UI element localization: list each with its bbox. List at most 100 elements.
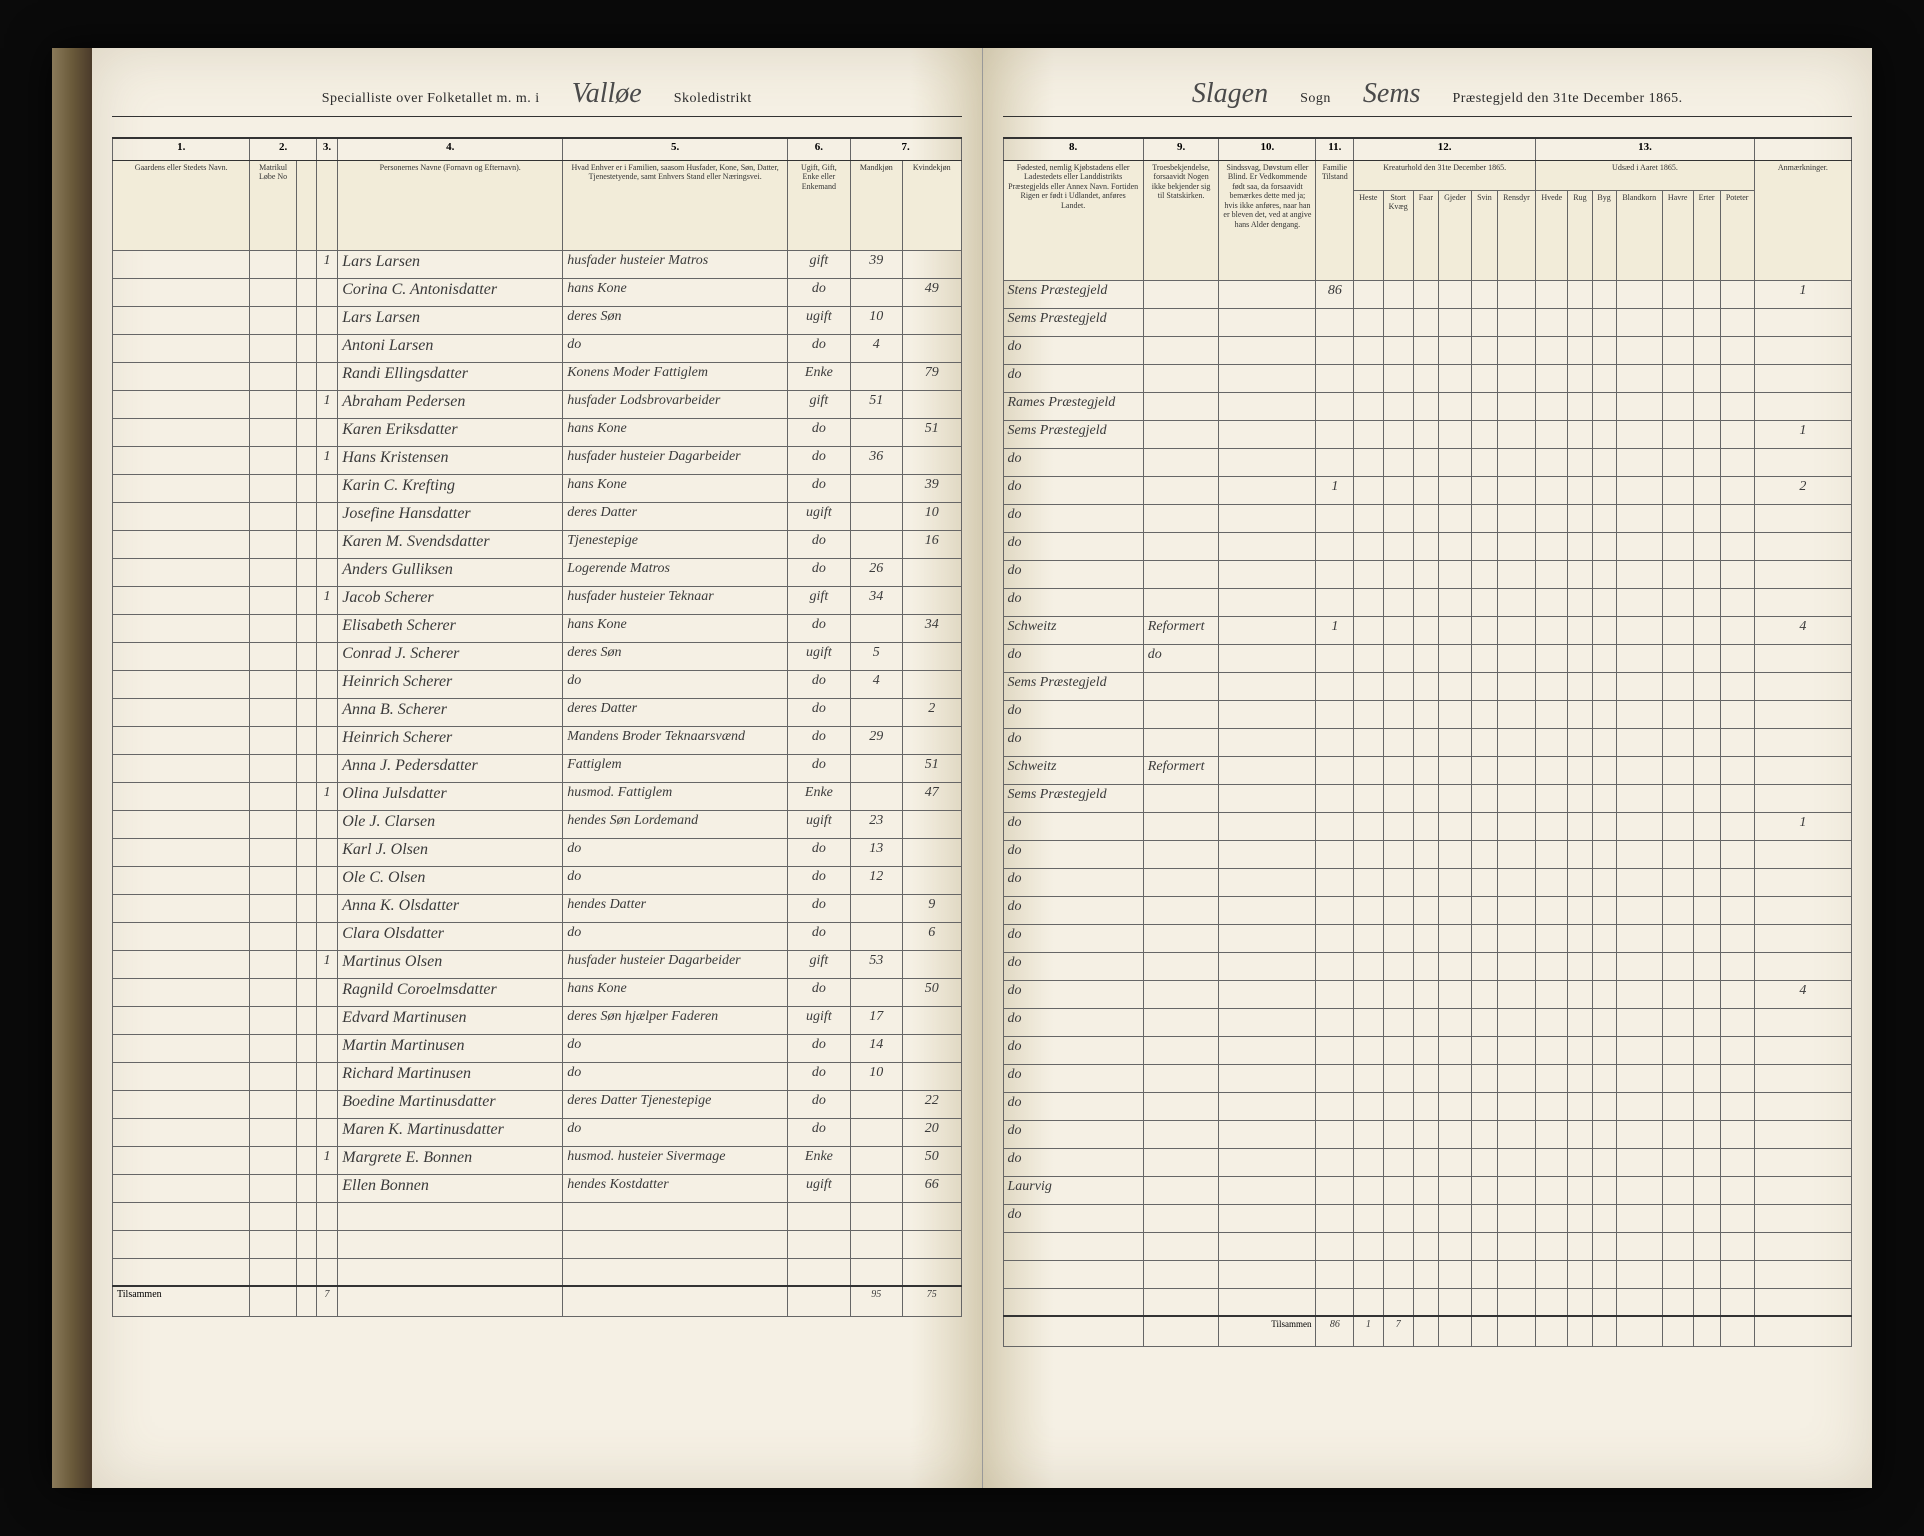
table-row: Martin Martinusendodo14	[113, 1034, 962, 1062]
table-row: Edvard Martinusenderes Søn hjælper Fader…	[113, 1006, 962, 1034]
table-row: Maren K. Martinusdatterdodo20	[113, 1118, 962, 1146]
table-row: do	[1003, 1092, 1852, 1120]
table-row: do	[1003, 1036, 1852, 1064]
table-row: do	[1003, 336, 1852, 364]
table-row: Corina C. Antonisdatterhans Konedo49	[113, 278, 962, 306]
table-row: Ole J. Clarsenhendes Søn Lordemandugift2…	[113, 810, 962, 838]
table-row: do	[1003, 924, 1852, 952]
table-row: Anders GulliksenLogerende Matrosdo26	[113, 558, 962, 586]
label-c3	[316, 160, 338, 250]
table-row: SchweitzReformert	[1003, 756, 1852, 784]
table-row: 1Jacob Schererhusfader husteier Teknaarg…	[113, 586, 962, 614]
table-row: do1	[1003, 812, 1852, 840]
table-row: Karin C. Kreftinghans Konedo39	[113, 474, 962, 502]
column-label-row-right: Fødested, nemlig Kjøbstadens eller Lades…	[1003, 160, 1852, 190]
table-row: Elisabeth Schererhans Konedo34	[113, 614, 962, 642]
label-c9: Troesbekjendelse, forsaavidt Nogen ikke …	[1143, 160, 1219, 280]
col-1: 1.	[113, 138, 250, 160]
col-4: 4.	[338, 138, 563, 160]
label-c7m: Mandkjøn	[850, 160, 902, 250]
table-row: do	[1003, 1120, 1852, 1148]
table-row: Stens Præstegjeld861	[1003, 280, 1852, 308]
label-c10: Sindssvag, Døvstum eller Blind. Er Vedko…	[1219, 160, 1316, 280]
table-row: Ragnild Coroelmsdatterhans Konedo50	[113, 978, 962, 1006]
table-row: do	[1003, 1148, 1852, 1176]
col-7: 7.	[850, 138, 961, 160]
table-row: Ellen Bonnenhendes Kostdatterugift66	[113, 1174, 962, 1202]
table-row: Anna B. Schererderes Datterdo2	[113, 698, 962, 726]
right-footer-row: Tilsammen 86 1 7	[1003, 1316, 1852, 1346]
col-6: 6.	[788, 138, 850, 160]
table-row: 1Margrete E. Bonnenhusmod. husteier Sive…	[113, 1146, 962, 1174]
header-sogn: Sogn	[1300, 91, 1331, 107]
table-row: do	[1003, 504, 1852, 532]
table-row: do	[1003, 840, 1852, 868]
header-date: Præstegjeld den 31te December 1865.	[1452, 91, 1682, 107]
table-row: do	[1003, 588, 1852, 616]
label-c12: Kreaturhold den 31te December 1865.	[1354, 160, 1536, 190]
label-c5: Hvad Enhver er i Familien, saasom Husfad…	[563, 160, 788, 250]
table-row: do12	[1003, 476, 1852, 504]
table-row: SchweitzReformert14	[1003, 616, 1852, 644]
table-row: Heinrich SchererMandens Broder Teknaarsv…	[113, 726, 962, 754]
col-8: 8.	[1003, 138, 1143, 160]
table-row: do	[1003, 532, 1852, 560]
blank-row	[113, 1230, 962, 1258]
right-page: Slagen Sogn Sems Præstegjeld den 31te De…	[983, 48, 1873, 1488]
table-row: Sems Præstegjeld	[1003, 308, 1852, 336]
left-footer-row: Tilsammen 7 95 75	[113, 1286, 962, 1316]
table-row: do	[1003, 1204, 1852, 1232]
table-row: Boedine Martinusdatterderes Datter Tjene…	[113, 1090, 962, 1118]
table-row: do	[1003, 700, 1852, 728]
blank-row	[1003, 1232, 1852, 1260]
table-row: Karen M. SvendsdatterTjenestepigedo16	[113, 530, 962, 558]
table-row: 1Lars Larsenhusfader husteier Matrosgift…	[113, 250, 962, 278]
table-row: Josefine Hansdatterderes Datterugift10	[113, 502, 962, 530]
col-5: 5.	[563, 138, 788, 160]
label-c8: Fødested, nemlig Kjøbstadens eller Lades…	[1003, 160, 1143, 280]
header-print-1: Specialliste over Folketallet m. m. i	[322, 91, 540, 107]
left-table: 1. 2. 3. 4. 5. 6. 7. Gaardens eller Sted…	[112, 137, 962, 1317]
footer-label: Tilsammen	[113, 1286, 250, 1316]
label-c4: Personernes Navne (Fornavn og Efternavn)…	[338, 160, 563, 250]
footer-fam: 7	[316, 1286, 338, 1316]
blank-row	[1003, 1260, 1852, 1288]
table-row: Sems Præstegjeld	[1003, 784, 1852, 812]
blank-row	[1003, 1288, 1852, 1316]
table-row: do	[1003, 364, 1852, 392]
table-row: Clara Olsdatterdodo6	[113, 922, 962, 950]
table-row: Conrad J. Schererderes Sønugift5	[113, 642, 962, 670]
table-row: do	[1003, 868, 1852, 896]
col-rem	[1754, 138, 1851, 160]
footer-c12-2: 7	[1383, 1316, 1413, 1346]
census-book: Specialliste over Folketallet m. m. i Va…	[52, 48, 1872, 1488]
table-row: Anna K. Olsdatterhendes Datterdo9	[113, 894, 962, 922]
col-12: 12.	[1354, 138, 1536, 160]
table-row: do	[1003, 1064, 1852, 1092]
table-row: Heinrich Schererdodo4	[113, 670, 962, 698]
col-13: 13.	[1536, 138, 1755, 160]
table-row: Rames Præstegjeld	[1003, 392, 1852, 420]
table-row: Sems Præstegjeld1	[1003, 420, 1852, 448]
parish-name: Slagen	[1172, 78, 1288, 110]
col-11: 11.	[1316, 138, 1354, 160]
table-row: Richard Martinusendodo10	[113, 1062, 962, 1090]
label-c2b	[296, 160, 316, 250]
table-row: Sems Præstegjeld	[1003, 672, 1852, 700]
blank-row	[113, 1258, 962, 1286]
header-print-2: Skoledistrikt	[674, 91, 752, 107]
label-remarks: Anmærkninger.	[1754, 160, 1851, 280]
table-row: do	[1003, 448, 1852, 476]
footer-m: 95	[850, 1286, 902, 1316]
table-row: do4	[1003, 980, 1852, 1008]
table-row: Anna J. PedersdatterFattiglemdo51	[113, 754, 962, 782]
table-row: Antoni Larsendodo4	[113, 334, 962, 362]
footer-right-label: Tilsammen	[1219, 1316, 1316, 1346]
label-c2a: Matrikul Løbe No	[250, 160, 296, 250]
left-page: Specialliste over Folketallet m. m. i Va…	[92, 48, 983, 1488]
table-row: Laurvig	[1003, 1176, 1852, 1204]
blank-row	[113, 1202, 962, 1230]
col-2: 2.	[250, 138, 316, 160]
col-9: 9.	[1143, 138, 1219, 160]
table-row: dodo	[1003, 644, 1852, 672]
